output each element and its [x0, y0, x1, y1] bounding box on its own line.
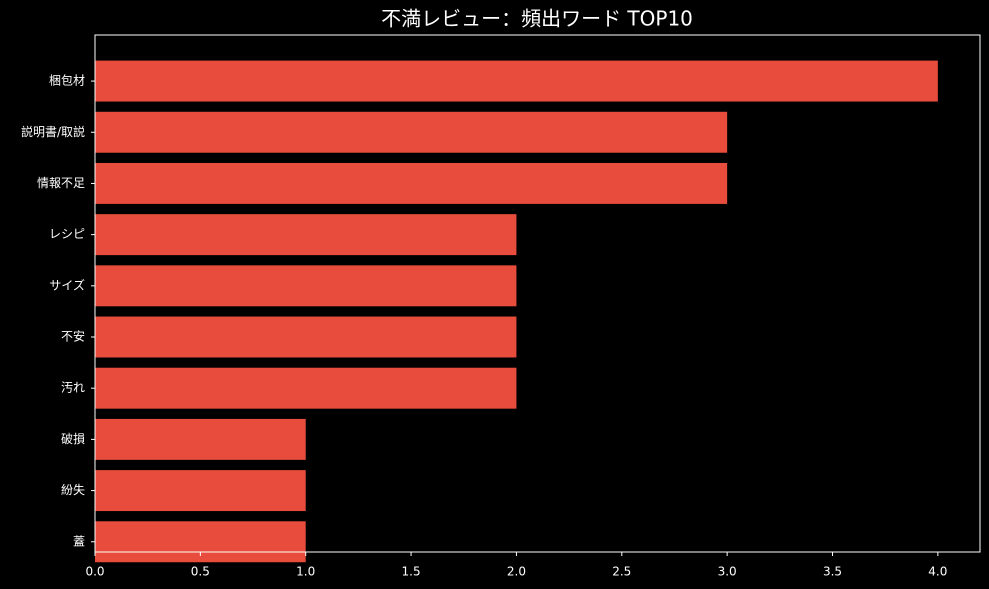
bar [95, 162, 728, 204]
x-tick-label: 3.0 [718, 565, 737, 579]
y-tick-label: 梱包材 [49, 74, 85, 88]
y-tick-label: レシピ [49, 227, 85, 241]
x-tick-label: 0.0 [85, 565, 104, 579]
y-tick-label: サイズ [49, 277, 85, 292]
y-tick-label: 紛失 [61, 482, 85, 497]
x-tick-label: 2.5 [612, 565, 631, 579]
y-tick-label: 説明書/取説 [21, 124, 85, 139]
y-tick-label: 汚れ [61, 381, 85, 395]
bar [95, 367, 517, 409]
bar [95, 418, 306, 460]
x-tick-label: 3.5 [823, 565, 842, 579]
bar [95, 521, 306, 563]
x-tick-label: 2.0 [507, 565, 526, 579]
bar [95, 265, 517, 307]
x-tick-label: 0.5 [191, 565, 210, 579]
x-tick-label: 1.0 [296, 565, 315, 579]
chart-title: 不満レビュー：頻出ワード TOP10 [381, 7, 693, 31]
bar [95, 60, 938, 102]
y-tick-label: 蓋 [73, 534, 85, 548]
y-tick-label: 不安 [61, 329, 85, 344]
x-tick-label: 4.0 [928, 565, 947, 579]
bar [95, 470, 306, 512]
bar [95, 214, 517, 256]
x-tick-label: 1.5 [402, 565, 421, 579]
y-tick-label: 破損 [61, 431, 85, 446]
bar [95, 316, 517, 358]
bar [95, 111, 728, 153]
plot-frame [94, 34, 981, 553]
y-tick-label: 情報不足 [37, 176, 85, 190]
